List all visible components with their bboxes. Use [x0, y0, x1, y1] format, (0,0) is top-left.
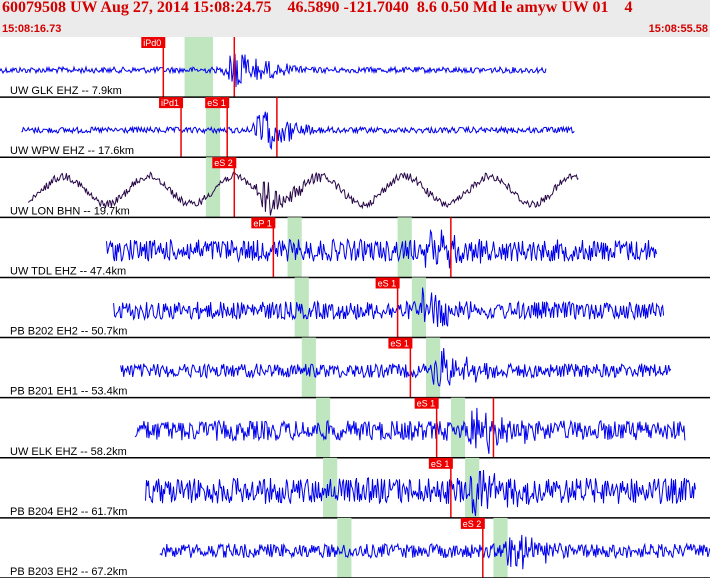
station-label: PB B203 EH2 -- 67.2km [10, 566, 127, 578]
pick-label: eS 2 [463, 519, 482, 529]
pick-label: eS 1 [431, 459, 450, 469]
trace-row[interactable]: eS 2 UW LON BHN -- 19.7km [0, 157, 710, 219]
trace-row[interactable]: eP 1 UW TDL EHZ -- 47.4km [0, 217, 710, 279]
station-label: PB B202 EH2 -- 50.7km [10, 326, 127, 338]
pick-flag [141, 37, 166, 48]
phase-window-band [184, 37, 213, 98]
pick-label: eS 2 [214, 158, 233, 168]
pick-label: eS 1 [207, 98, 226, 108]
seismogram-panel[interactable]: iPd0 UW GLK EHZ -- 7.9km iPd1 eS 1 UW WPW EH… [0, 37, 710, 578]
waveform [113, 287, 665, 328]
pick-flag [212, 157, 237, 169]
waveform [0, 53, 547, 88]
waveform [21, 111, 575, 151]
station-label: PB B204 EH2 -- 61.7km [10, 506, 127, 518]
pick-label: iPd0 [143, 38, 161, 48]
pick-flag [414, 397, 439, 409]
station-label: UW LON BHN -- 19.7km [10, 205, 130, 217]
pick-label: eS 1 [378, 278, 397, 288]
phase-window-band [205, 157, 221, 218]
phase-window-band [294, 277, 309, 338]
event-title: 60079508 UW Aug 27, 2014 15:08:24.75 46.… [2, 0, 633, 16]
trace-row[interactable]: iPd1 eS 1 UW WPW EHZ -- 17.6km [0, 97, 710, 158]
pick-label: eS 1 [417, 399, 436, 409]
trace-row[interactable]: eS 1 PB B201 EH1 -- 53.4km [0, 337, 710, 399]
waveform [145, 469, 696, 517]
header-bar: 60079508 UW Aug 27, 2014 15:08:24.75 46.… [0, 0, 710, 37]
pick-flag [460, 517, 485, 529]
pick-flag [159, 97, 184, 109]
waveform [134, 407, 686, 454]
trace-row[interactable]: iPd0 UW GLK EHZ -- 7.9km [0, 37, 710, 98]
start-time: 15:08:16.73 [2, 23, 62, 35]
phase-window-band [493, 517, 508, 578]
waveform [27, 171, 579, 216]
station-label: UW ELK EHZ -- 58.2km [10, 446, 127, 458]
phase-window-band [205, 97, 221, 158]
phase-window-band [323, 457, 338, 518]
end-time: 15:08:55.58 [648, 23, 708, 35]
station-label: UW GLK EHZ -- 7.9km [10, 85, 122, 97]
station-label: UW WPW EHZ -- 17.6km [10, 145, 134, 157]
phase-window-band [426, 337, 441, 398]
trace-row[interactable]: eS 1 PB B204 EH2 -- 61.7km [0, 457, 710, 519]
waveform [159, 534, 710, 570]
pick-flag [251, 217, 276, 229]
station-label: PB B201 EH1 -- 53.4km [10, 386, 127, 398]
phase-window-band [315, 397, 331, 458]
waveform [120, 347, 672, 387]
pick-flag [428, 457, 453, 469]
pick-label: eS 1 [390, 339, 409, 349]
trace-row[interactable]: eS 1 PB B202 EH2 -- 50.7km [0, 277, 710, 339]
trace-row[interactable]: eS 2 PB B203 EH2 -- 67.2km [0, 517, 710, 578]
pick-flag [388, 337, 413, 349]
pick-flag [375, 277, 400, 289]
station-label: UW TDL EHZ -- 47.4km [10, 265, 126, 277]
pick-flag [205, 97, 230, 109]
pick-label: iPd1 [161, 98, 179, 108]
pick-label: eP 1 [253, 218, 271, 228]
trace-row[interactable]: eS 1 UW ELK EHZ -- 58.2km [0, 397, 710, 459]
waveform [106, 228, 657, 269]
